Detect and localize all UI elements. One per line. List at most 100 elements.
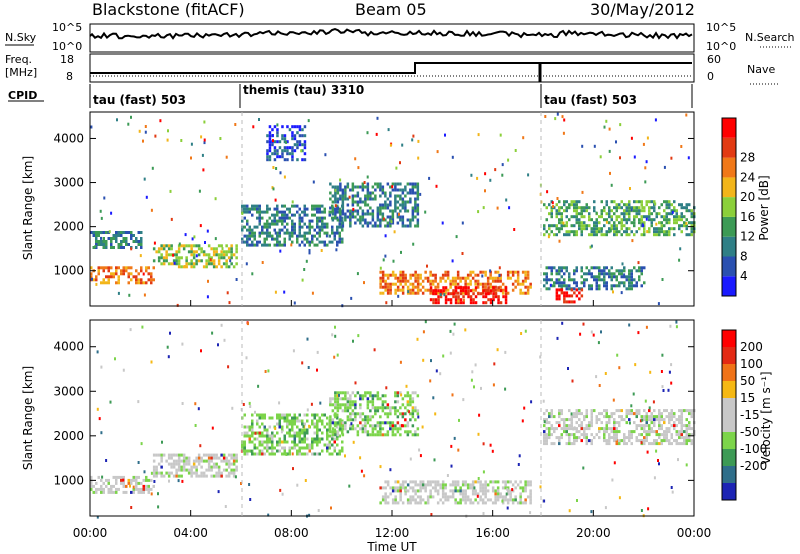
heatmap-cell-713: [331, 209, 335, 213]
heatmap-cell-422: [296, 425, 299, 429]
heatmap-cell-1682: [585, 224, 588, 228]
heatmap-noise-181: [390, 220, 393, 224]
heatmap-cell-1632: [568, 230, 571, 234]
heatmap-cell-899: [389, 215, 392, 219]
heatmap-cell-830: [366, 221, 370, 225]
heatmap-cell-294: [256, 422, 259, 426]
heatmap-cell-131: [177, 459, 181, 463]
heatmap-cell-1048: [494, 480, 497, 484]
heatmap-cell-254: [110, 246, 113, 249]
heatmap-cell-827: [411, 424, 415, 428]
heatmap-cell-192: [207, 465, 211, 469]
heatmap-cell-1816: [638, 200, 641, 204]
heatmap-cell-909: [391, 221, 395, 225]
nsky-label: N.Sky: [5, 31, 37, 44]
heatmap-cell-447: [286, 228, 289, 232]
heatmap-noise-32: [680, 145, 683, 148]
heatmap-cell-985: [414, 224, 417, 228]
heatmap-cell-1389: [648, 427, 651, 431]
heatmap-cell-503: [321, 431, 324, 435]
heatmap-cell-1121: [444, 270, 447, 274]
heatmap-cell-251: [110, 237, 113, 240]
heatmap-cell-882: [384, 203, 387, 207]
heatmap-cell-1536: [638, 278, 641, 282]
heatmap-cell-858: [376, 218, 380, 222]
heatmap-cell-1146: [550, 433, 553, 437]
heatmap-cell-431: [298, 431, 301, 435]
heatmap-cell-1331: [625, 442, 628, 446]
heatmap-cell-1532: [635, 284, 638, 288]
heatmap-noise-247: [198, 189, 201, 193]
heatmap-cell-150: [195, 250, 198, 254]
heatmap-cell-726: [376, 424, 380, 428]
heatmap-cell-1795: [628, 218, 631, 222]
heatmap-cell-1284: [444, 286, 448, 290]
heatmap-noise-122: [417, 139, 420, 143]
heatmap-cell-1372: [545, 275, 548, 279]
heatmap-cell-1643: [573, 215, 576, 219]
heatmap-cell-345: [253, 243, 256, 247]
heatmap-cell-1449: [590, 287, 593, 291]
heatmap-cell-718: [334, 191, 337, 195]
heatmap-noise-210: [453, 322, 456, 326]
heatmap-cell-1894: [665, 221, 668, 225]
heatmap-cell-92: [155, 468, 158, 472]
heatmap-cell-493: [303, 210, 306, 214]
heatmap-cell-1328: [474, 286, 478, 290]
heatmap-cell-610: [266, 134, 269, 138]
heatmap-cell-273: [122, 240, 125, 243]
heatmap-cell-484: [298, 243, 301, 247]
heatmap-cell-1608: [558, 230, 561, 234]
heatmap-cell-863: [394, 489, 397, 493]
heatmap-cell-1773: [623, 203, 626, 207]
heatmap-cell-898: [411, 498, 415, 502]
heatmap-noise-135: [505, 492, 508, 496]
heatmap-cell-609: [341, 409, 345, 413]
heatmap-cell-1665: [580, 209, 583, 213]
heatmap-noise-185: [593, 144, 596, 148]
heatmap-cell-993: [416, 206, 420, 210]
heatmap-cell-1706: [595, 227, 598, 231]
heatmap-cell-1849: [648, 230, 651, 234]
heatmap-cell-1610: [560, 212, 563, 216]
heatmap-cell-30: [112, 490, 115, 494]
heatmap-cell-996: [416, 218, 420, 222]
heatmap-noise-131: [127, 122, 130, 126]
heatmap-cell-1388: [648, 424, 651, 428]
heatmap-cell-1494: [683, 424, 686, 428]
heatmap-cell-112: [175, 256, 178, 260]
heatmap-cell-1459: [670, 433, 673, 437]
heatmap-cell-832: [414, 418, 417, 422]
heatmap-cell-55: [132, 487, 135, 491]
heatmap-cell-529: [316, 210, 319, 214]
nsearch-tick-bottom: 10^0: [706, 40, 736, 53]
heatmap-cell-1319: [620, 418, 623, 422]
heatmap-noise-130: [436, 150, 439, 154]
heatmap-cell-1359: [638, 439, 641, 443]
heatmap-cell-867: [396, 480, 400, 484]
heatmap-cell-603: [339, 418, 342, 422]
heatmap-cell-1790: [628, 203, 631, 207]
heatmap-cell-1943: [685, 224, 688, 228]
heatmap-cell-193: [220, 253, 223, 257]
heatmap-cell-1910: [673, 200, 676, 204]
heatmap-cell-13: [102, 266, 105, 270]
heatmap-cell-1624: [565, 215, 568, 219]
heatmap-cell-1101: [429, 291, 432, 295]
cpid-segment-3: tau (fast) 503: [544, 93, 637, 107]
heatmap-cell-1597: [555, 215, 558, 219]
heatmap-cell-994: [416, 209, 420, 213]
heatmap-cell-1925: [678, 218, 681, 222]
heatmap-cell-305: [258, 443, 261, 447]
heatmap-cell-1462: [673, 412, 676, 416]
heatmap-cell-862: [379, 188, 382, 192]
heatmap-cell-695: [301, 143, 304, 147]
heatmap-cell-1044: [491, 480, 495, 484]
heatmap-cell-627: [346, 406, 350, 410]
heatmap-cell-6: [95, 275, 98, 279]
heatmap-cell-1637: [570, 224, 573, 228]
heatmap-noise-199: [608, 127, 611, 131]
heatmap-noise-0: [451, 393, 454, 397]
heatmap-cell-1369: [543, 284, 546, 288]
heatmap-cell-482: [298, 231, 301, 235]
